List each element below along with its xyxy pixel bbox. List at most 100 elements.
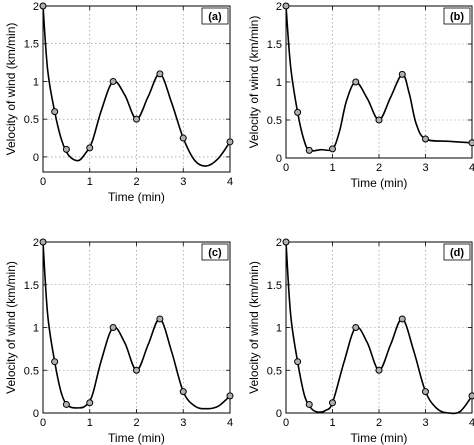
y-tick-label: 0 xyxy=(33,152,39,164)
data-point xyxy=(156,315,164,323)
y-tick-label: 1 xyxy=(33,76,39,88)
y-tick-label: 1.5 xyxy=(267,39,282,51)
y-tick-label: 1 xyxy=(276,77,282,89)
y-tick-label: 1 xyxy=(276,323,282,335)
data-point xyxy=(109,324,117,331)
x-tick-label: 3 xyxy=(422,417,428,429)
data-point xyxy=(133,115,140,123)
y-axis-label: Velocity of wind (km/min) xyxy=(247,16,261,149)
panel-label-box xyxy=(443,243,471,261)
series-line xyxy=(285,241,473,415)
panel-label-box xyxy=(201,243,229,261)
x-tick-label: 2 xyxy=(133,417,139,429)
y-tick-label: 2 xyxy=(276,237,282,249)
data-point xyxy=(62,400,70,408)
x-tick-label: 2 xyxy=(133,176,139,188)
y-axis-label: Velocity of wind (km/min) xyxy=(4,261,18,394)
y-tick-label: 0.5 xyxy=(24,365,39,377)
y-tick-label: 1 xyxy=(33,323,39,335)
y-tick-label: 1.5 xyxy=(267,280,282,292)
x-tick-label: 1 xyxy=(87,176,93,188)
data-point xyxy=(329,145,336,153)
x-tick-label: 3 xyxy=(180,176,186,188)
panel-d: 0 1 2 3 4 0 0.5 1 1.5 2 Time (min) Velocity of wind… xyxy=(247,237,474,445)
data-point xyxy=(226,138,234,146)
x-tick-label: 0 xyxy=(40,176,46,188)
panel-label: (b) xyxy=(450,11,464,23)
y-axis-label: Velocity of wind (km/min) xyxy=(4,23,18,156)
data-point xyxy=(282,238,290,246)
y-tick-label: 0 xyxy=(276,153,282,165)
data-point xyxy=(39,2,47,10)
data-point xyxy=(375,116,383,124)
y-tick-label: 2 xyxy=(33,237,39,249)
x-tick-label: 1 xyxy=(329,417,335,429)
data-point xyxy=(294,108,302,116)
x-tick-label: 0 xyxy=(283,417,289,429)
y-tick-label: 2 xyxy=(276,1,282,13)
data-point xyxy=(305,400,313,408)
x-tick-label: 4 xyxy=(227,176,233,188)
panel-label-box xyxy=(443,7,471,25)
data-point xyxy=(282,2,290,10)
data-point xyxy=(51,108,59,116)
data-point xyxy=(156,70,164,78)
y-tick-label: 1.5 xyxy=(24,39,39,51)
x-tick-label: 2 xyxy=(376,417,382,429)
data-point xyxy=(398,70,406,78)
data-point xyxy=(109,77,117,85)
data-point xyxy=(62,145,70,153)
data-point xyxy=(398,315,406,323)
data-point xyxy=(294,358,302,366)
series-line xyxy=(42,5,231,167)
y-tick-label: 0.5 xyxy=(24,114,39,126)
panel-label: (d) xyxy=(450,247,464,259)
data-point xyxy=(352,324,360,331)
data-point xyxy=(86,144,94,152)
x-tick-label: 4 xyxy=(469,162,474,174)
y-tick-label: 0 xyxy=(33,408,39,420)
x-tick-label: 3 xyxy=(180,417,186,429)
series-line xyxy=(42,241,231,410)
y-axis-label: Velocity of wind (km/min) xyxy=(247,261,261,394)
data-point xyxy=(375,366,383,374)
data-point xyxy=(468,139,474,147)
y-tick-label: 0.5 xyxy=(267,365,282,377)
data-point xyxy=(226,392,234,400)
data-point xyxy=(179,134,187,142)
x-axis-label: Time (min) xyxy=(108,190,165,204)
data-point xyxy=(468,392,474,400)
x-tick-label: 4 xyxy=(469,417,474,429)
x-axis-label: Time (min) xyxy=(351,431,408,445)
data-point xyxy=(422,388,429,396)
panel-a: 0 1 2 3 4 0 0.5 1 1.5 2 Time (min) Velocity of wind… xyxy=(4,1,234,204)
y-tick-label: 0 xyxy=(276,408,282,420)
x-tick-label: 2 xyxy=(376,162,382,174)
x-tick-label: 4 xyxy=(227,417,233,429)
y-tick-label: 2 xyxy=(33,1,39,13)
data-point xyxy=(329,399,336,407)
panel-label: (c) xyxy=(208,247,222,259)
x-tick-label: 1 xyxy=(329,162,335,174)
panel-label-box xyxy=(201,7,229,25)
y-tick-label: 1.5 xyxy=(24,280,39,292)
data-point xyxy=(422,135,429,143)
x-tick-label: 1 xyxy=(87,417,93,429)
x-axis-label: Time (min) xyxy=(351,176,408,190)
data-point xyxy=(133,366,140,374)
panel-label: (a) xyxy=(208,11,222,23)
data-point xyxy=(86,399,94,407)
data-point xyxy=(305,146,313,154)
y-tick-label: 0.5 xyxy=(267,115,282,127)
panel-b: 0 1 2 3 4 0 0.5 1 1.5 2 Time (min) Velocity of wind… xyxy=(247,1,474,190)
x-tick-label: 3 xyxy=(422,162,428,174)
x-tick-label: 0 xyxy=(283,162,289,174)
data-point xyxy=(352,78,360,86)
data-point xyxy=(39,238,47,246)
x-axis-label: Time (min) xyxy=(108,431,165,445)
x-tick-label: 0 xyxy=(40,417,46,429)
panel-c: 0 1 2 3 4 0 0.5 1 1.5 2 Time (min) Velocity of wind… xyxy=(4,237,234,445)
data-point xyxy=(51,358,59,366)
data-point xyxy=(179,388,187,396)
